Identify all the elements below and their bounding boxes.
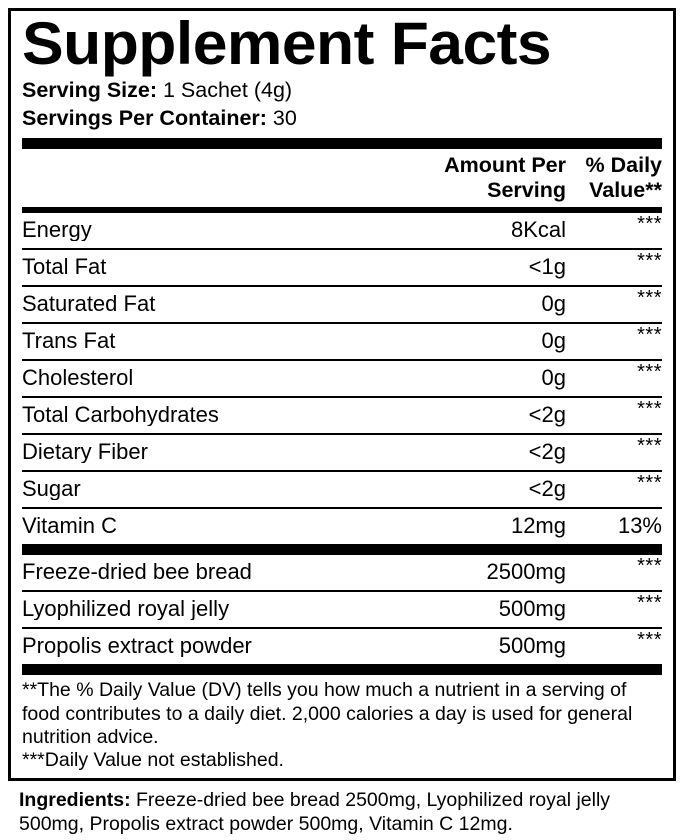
nutrient-amount: 0g bbox=[541, 365, 566, 391]
table-row: Propolis extract powder 500mg *** bbox=[22, 629, 662, 664]
divider-thick-middle bbox=[22, 544, 662, 556]
column-header-amount: Amount Per Serving bbox=[444, 152, 566, 202]
servings-per-container-value: 30 bbox=[272, 106, 297, 131]
divider-thick-top bbox=[22, 137, 662, 149]
nutrient-amount: 12mg bbox=[510, 513, 566, 539]
table-row: Sugar <2g *** bbox=[22, 472, 662, 510]
daily-value-note: **The % Daily Value (DV) tells you how m… bbox=[22, 679, 633, 749]
nutrient-name: Cholesterol bbox=[22, 367, 134, 390]
nutrient-daily-value: *** bbox=[637, 213, 662, 236]
table-row: Total Fat <1g *** bbox=[22, 250, 662, 288]
page-title: Supplement Facts bbox=[22, 10, 552, 77]
nutrient-name: Total Fat bbox=[22, 256, 107, 279]
table-row: Freeze-dried bee bread 2500mg *** bbox=[22, 555, 662, 593]
ingredients-value: Freeze-dried bee bread 2500mg, Lyophiliz… bbox=[19, 789, 611, 836]
nutrient-name: Saturated Fat bbox=[22, 293, 156, 316]
serving-size-label: Serving Size: bbox=[22, 77, 158, 102]
serving-size-value: 1 Sachet (4g) bbox=[163, 77, 293, 102]
nutrient-rows: Energy 8Kcal *** Total Fat <1g *** Satur… bbox=[22, 213, 662, 544]
nutrient-daily-value: 13% bbox=[617, 513, 662, 539]
nutrient-daily-value: *** bbox=[637, 398, 662, 421]
nutrient-daily-value: *** bbox=[637, 472, 662, 495]
ingredient-daily-value: *** bbox=[637, 629, 662, 652]
serving-size-line: Serving Size: 1 Sachet (4g) bbox=[22, 76, 662, 104]
servings-per-container-label: Servings Per Container: bbox=[22, 106, 267, 131]
nutrient-amount: <2g bbox=[528, 402, 566, 428]
nutrient-name: Vitamin C bbox=[22, 515, 117, 538]
column-header-daily-value: % Daily Value** bbox=[585, 152, 662, 202]
table-row: Total Carbohydrates <2g *** bbox=[22, 398, 662, 436]
nutrient-amount: 0g bbox=[541, 328, 566, 354]
nutrient-daily-value: *** bbox=[637, 435, 662, 458]
facts-panel: Supplement Facts Serving Size: 1 Sachet … bbox=[8, 8, 676, 781]
nutrient-daily-value: *** bbox=[637, 361, 662, 384]
proprietary-rows: Freeze-dried bee bread 2500mg *** Lyophi… bbox=[22, 555, 662, 664]
nutrient-daily-value: *** bbox=[637, 287, 662, 310]
nutrient-name: Energy bbox=[22, 219, 92, 242]
nutrient-amount: 8Kcal bbox=[510, 217, 566, 243]
table-row: Dietary Fiber <2g *** bbox=[22, 435, 662, 473]
ingredients-label: Ingredients: bbox=[19, 789, 131, 811]
table-row: Energy 8Kcal *** bbox=[22, 213, 662, 251]
nutrient-amount: 0g bbox=[541, 291, 566, 317]
nutrient-name: Sugar bbox=[22, 478, 81, 501]
not-established-note: ***Daily Value not established. bbox=[22, 749, 284, 772]
divider-thick-bottom bbox=[22, 664, 662, 676]
ingredient-daily-value: *** bbox=[637, 555, 662, 578]
ingredient-amount: 2500mg bbox=[486, 559, 566, 585]
ingredient-name: Lyophilized royal jelly bbox=[22, 598, 230, 621]
nutrient-name: Trans Fat bbox=[22, 330, 116, 353]
nutrient-amount: <2g bbox=[528, 476, 566, 502]
nutrient-daily-value: *** bbox=[637, 250, 662, 273]
nutrient-name: Dietary Fiber bbox=[22, 441, 148, 464]
nutrient-daily-value: *** bbox=[637, 324, 662, 347]
ingredient-name: Freeze-dried bee bread bbox=[22, 561, 252, 584]
ingredient-daily-value: *** bbox=[637, 592, 662, 615]
table-row: Trans Fat 0g *** bbox=[22, 324, 662, 362]
table-row: Vitamin C 12mg 13% bbox=[22, 509, 662, 544]
table-row: Cholesterol 0g *** bbox=[22, 361, 662, 399]
nutrient-amount: <1g bbox=[528, 254, 566, 280]
ingredient-name: Propolis extract powder bbox=[22, 635, 252, 658]
table-row: Saturated Fat 0g *** bbox=[22, 287, 662, 325]
table-row: Lyophilized royal jelly 500mg *** bbox=[22, 592, 662, 630]
ingredients-block: Ingredients: Freeze-dried bee bread 2500… bbox=[19, 788, 669, 836]
ingredient-amount: 500mg bbox=[498, 633, 566, 659]
footnote-block: **The % Daily Value (DV) tells you how m… bbox=[22, 675, 662, 778]
nutrient-name: Total Carbohydrates bbox=[22, 404, 219, 427]
nutrient-amount: <2g bbox=[528, 439, 566, 465]
ingredient-amount: 500mg bbox=[498, 596, 566, 622]
divider-under-headers bbox=[22, 207, 662, 214]
column-headers: Amount Per Serving % Daily Value** bbox=[22, 149, 662, 208]
servings-per-container-line: Servings Per Container: 30 bbox=[22, 104, 662, 132]
